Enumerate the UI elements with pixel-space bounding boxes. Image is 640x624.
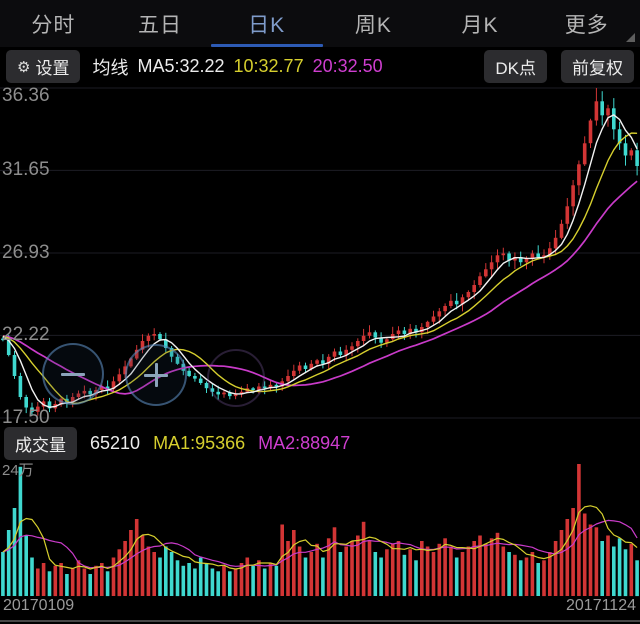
zoom-out-icon — [61, 372, 85, 376]
ma10-value: 10:32.77 — [233, 56, 304, 76]
active-tab-underline — [211, 44, 323, 47]
zoom-in-button[interactable] — [125, 344, 187, 406]
volume-ma2-value: MA2:88947 — [258, 432, 351, 453]
price-tick-4: 17.50 — [2, 407, 50, 428]
ma-prefix-label: 均线 — [92, 57, 129, 78]
date-axis-start: 20170109 — [3, 597, 75, 614]
bottom-divider — [0, 620, 640, 622]
ma20-value: 20:32.50 — [312, 56, 383, 76]
price-tick-2: 26.93 — [2, 242, 50, 263]
price-tick-0: 36.36 — [2, 85, 50, 106]
ma-readout: 均线 MA5:32.22 10:32.77 20:32.50 — [92, 54, 382, 80]
tab-daily-k[interactable]: 日K — [248, 13, 286, 37]
settings-button[interactable]: ⚙ 设置 — [6, 50, 81, 83]
volume-current-value: 65210 — [90, 432, 141, 453]
volume-axis-max-label: 24万 — [2, 462, 34, 479]
volume-ma1-value: MA1:95366 — [153, 432, 246, 453]
tab-5day[interactable]: 五日 — [138, 13, 182, 37]
ma5-value: MA5:32.22 — [137, 56, 225, 76]
forward-adjust-button[interactable]: 前复权 — [561, 50, 634, 83]
gear-icon: ⚙ — [17, 58, 31, 76]
chart-toolbar: ⚙ 设置 均线 MA5:32.22 10:32.77 20:32.50 DK点 … — [0, 47, 640, 86]
volume-indicator-label: 成交量 — [15, 435, 66, 455]
volume-header: 成交量 65210 MA1:95366 MA2:88947 — [0, 426, 640, 460]
more-caret-icon — [626, 33, 635, 42]
tab-weekly-k[interactable]: 周K — [354, 13, 392, 37]
zoom-in-icon-vertical — [154, 363, 158, 387]
forward-adjust-label: 前复权 — [572, 59, 623, 78]
price-tick-3: 22.22 — [2, 324, 50, 346]
dk-point-label: DK点 — [495, 59, 536, 78]
settings-label: 设置 — [35, 59, 70, 78]
touch-ripple-circle — [207, 349, 265, 407]
zoom-out-button[interactable] — [42, 343, 104, 405]
tab-minute[interactable]: 分时 — [31, 13, 76, 37]
tab-monthly-k[interactable]: 月K — [461, 13, 499, 37]
dk-point-button[interactable]: DK点 — [484, 50, 547, 83]
period-tabbar: 分时 五日 日K 周K 月K 更多 — [0, 0, 640, 47]
price-tick-1: 31.65 — [2, 159, 50, 181]
tab-more[interactable]: 更多 — [564, 13, 609, 37]
date-axis-end: 20171124 — [566, 597, 636, 614]
volume-indicator-button[interactable]: 成交量 — [4, 426, 77, 460]
